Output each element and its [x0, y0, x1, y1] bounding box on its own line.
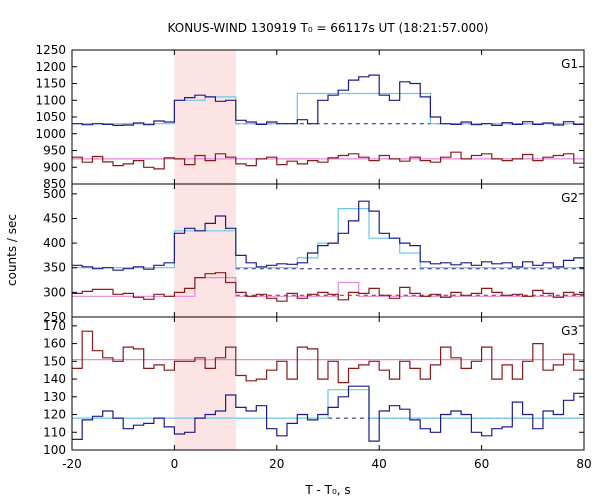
y-tick-label: 120	[43, 408, 66, 422]
y-tick-label: 950	[43, 144, 66, 158]
y-tick-label: 1200	[35, 60, 66, 74]
x-tick-label: -20	[62, 457, 82, 471]
y-tick-label: 1100	[35, 93, 66, 107]
panel-frame	[71, 316, 585, 451]
y-tick-label: 130	[43, 390, 66, 404]
y-tick-label: 500	[43, 187, 66, 201]
model-line-cyan	[72, 208, 584, 269]
y-tick-label: 450	[43, 211, 66, 225]
panel-g1: 850 900 950 1000 1050 1100 1150 1200 1250 G1	[35, 43, 585, 191]
y-tick-label: 400	[43, 236, 66, 250]
panel-label: G1	[561, 57, 578, 71]
y-axis-label: counts / sec	[5, 214, 19, 286]
y-tick-label: 110	[43, 425, 66, 439]
y-tick-label: 100	[43, 443, 66, 457]
x-tick-label: 40	[372, 457, 387, 471]
y-tick-label: 300	[43, 285, 66, 299]
y-tick-label: 1000	[35, 127, 66, 141]
y-tick-label: 1250	[35, 43, 66, 57]
y-tick-label: 1050	[35, 110, 66, 124]
series-blue-histogram	[72, 200, 584, 271]
chart-title: KONUS-WIND 130919 T₀ = 66117s UT (18:21:…	[168, 21, 489, 35]
panel-label: G2	[561, 191, 578, 205]
x-tick-label: 0	[171, 457, 179, 471]
y-tick-label: 170	[43, 319, 66, 333]
series-red-histogram	[72, 151, 584, 170]
y-tick-label: 140	[43, 372, 66, 386]
x-tick-label: 80	[576, 457, 591, 471]
highlight-interval	[174, 50, 236, 450]
y-tick-label: 250	[43, 310, 66, 324]
y-tick-label: 150	[43, 354, 66, 368]
series-red-histogram	[72, 330, 584, 384]
series-blue-histogram	[72, 385, 584, 442]
panel-frame	[71, 49, 585, 185]
series-blue-histogram	[72, 74, 584, 126]
y-tick-label: 160	[43, 337, 66, 351]
panel-g2: 250 300 350 400 450 500 G2	[43, 183, 585, 324]
y-tick-label: 850	[43, 177, 66, 191]
y-tick-label: 900	[43, 160, 66, 174]
y-tick-label: 1150	[35, 77, 66, 91]
x-tick-label: 60	[474, 457, 489, 471]
y-tick-label: 350	[43, 261, 66, 275]
panel-frame	[71, 183, 585, 318]
x-tick-label: 20	[269, 457, 284, 471]
panel-g3: 100 110 120 130 140 150 160 170 G3	[43, 316, 585, 457]
panel-label: G3	[561, 324, 578, 338]
x-axis-label: T - T₀, s	[304, 483, 350, 497]
series-red-histogram	[72, 272, 584, 302]
